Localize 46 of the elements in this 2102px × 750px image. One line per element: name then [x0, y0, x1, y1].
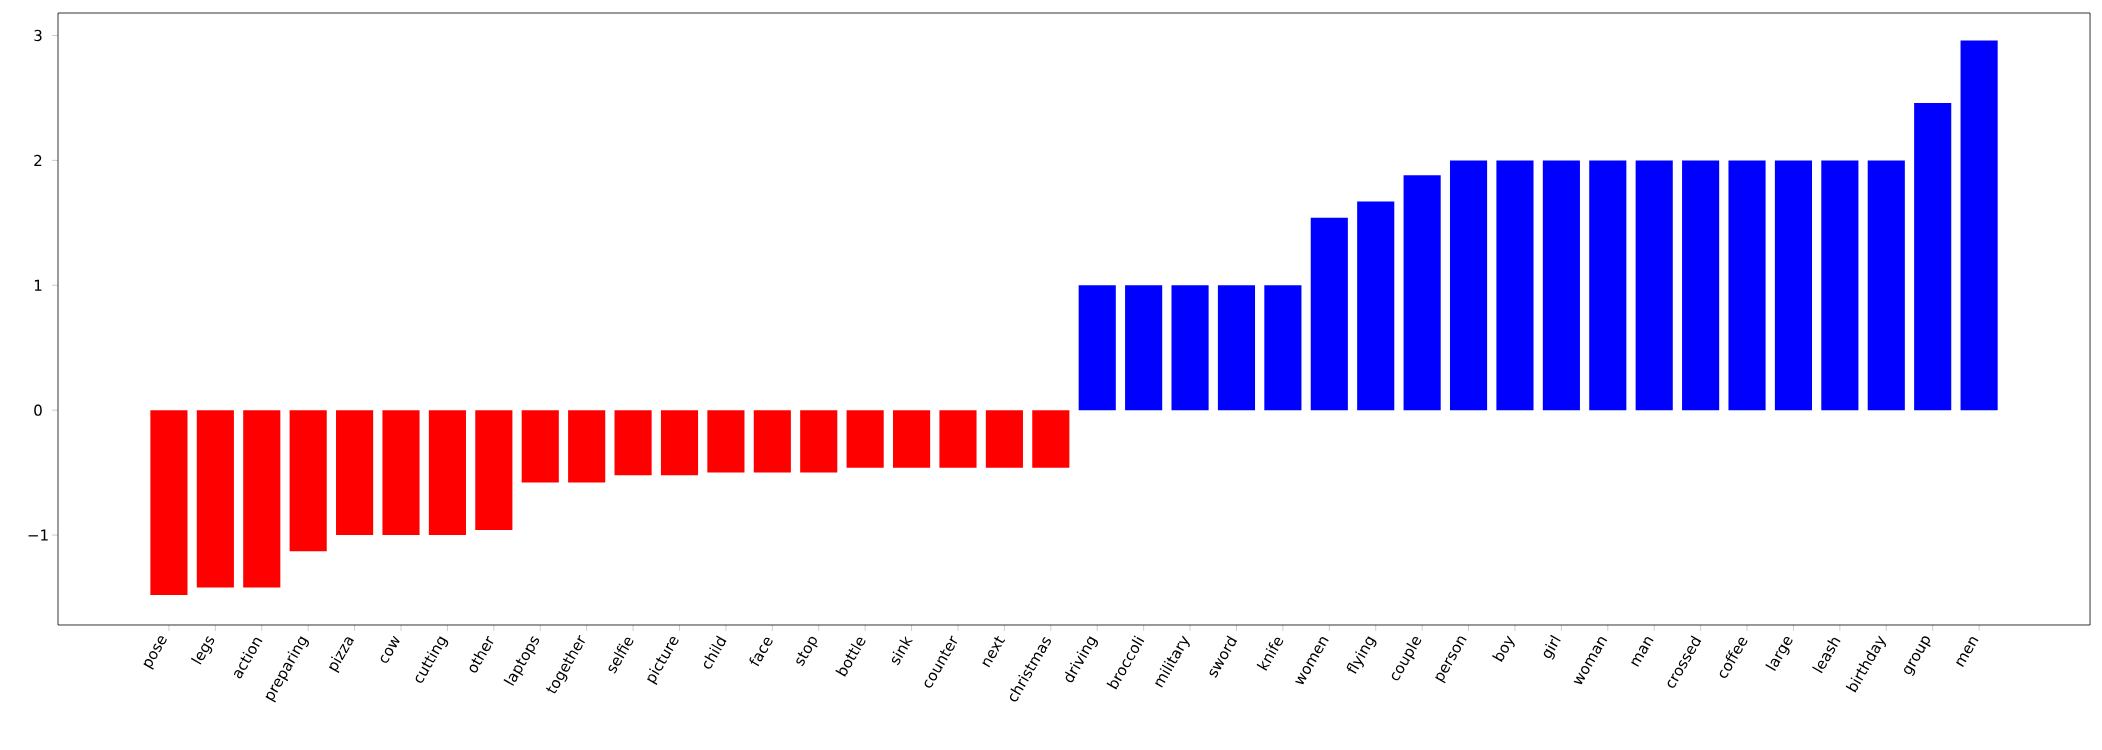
bar — [336, 410, 374, 536]
bar — [1217, 285, 1256, 411]
bar — [428, 410, 466, 536]
bar — [1960, 40, 1998, 411]
bar — [939, 410, 977, 468]
y-tick-label: 2 — [34, 154, 42, 166]
bar — [1914, 102, 1952, 411]
bar — [1171, 285, 1209, 411]
y-tick-label: 0 — [34, 404, 42, 416]
bar — [475, 410, 513, 531]
bar — [660, 410, 699, 476]
bar — [893, 410, 931, 468]
bar — [985, 410, 1023, 468]
y-tick-label: 3 — [34, 29, 42, 42]
bar — [1682, 160, 1720, 411]
bar — [1125, 285, 1163, 411]
bar — [289, 410, 327, 552]
bar — [1264, 285, 1302, 411]
bar — [1867, 160, 1905, 411]
bar — [800, 410, 838, 473]
bar — [614, 410, 652, 476]
bar — [1032, 410, 1070, 468]
bar — [150, 410, 188, 596]
bar — [382, 410, 420, 536]
bar — [1589, 160, 1627, 411]
x-tick-label: girl — [1543, 634, 1561, 660]
bar — [521, 410, 559, 483]
bar — [1635, 160, 1673, 411]
bar — [753, 410, 791, 473]
bar — [1310, 217, 1348, 411]
bar — [1403, 175, 1441, 411]
bar — [1357, 201, 1395, 411]
bar — [1728, 160, 1766, 411]
bar — [1821, 160, 1859, 411]
bar — [1078, 285, 1116, 411]
bar — [1542, 160, 1580, 411]
bar — [846, 410, 884, 468]
bar — [1449, 160, 1488, 411]
y-tick-label: −1 — [28, 529, 48, 541]
bar — [243, 410, 281, 588]
bar — [568, 410, 606, 483]
bar — [707, 410, 745, 473]
bar — [196, 410, 234, 588]
bar — [1774, 160, 1813, 411]
y-tick-label: 1 — [34, 279, 42, 291]
bar — [1496, 160, 1534, 411]
